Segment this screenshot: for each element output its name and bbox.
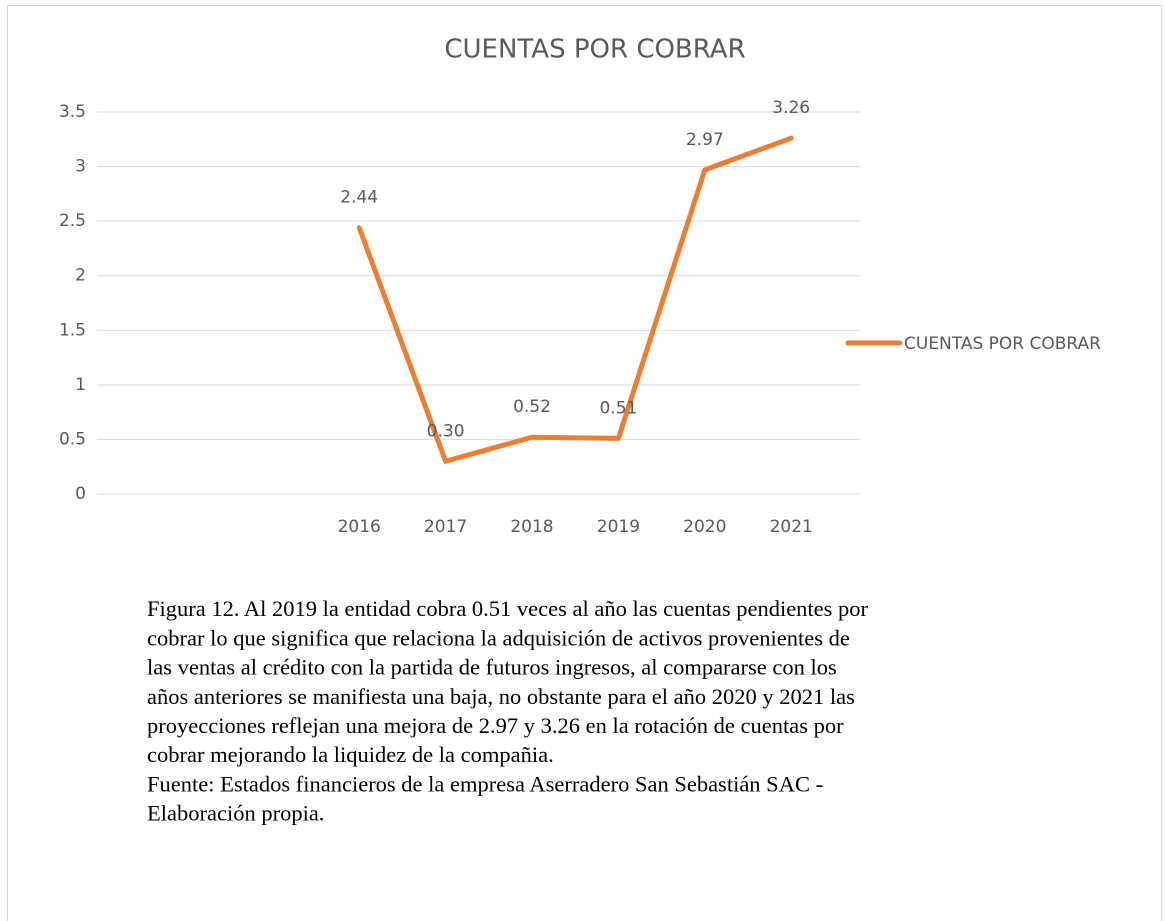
caption-line: años anteriores se manifiesta una baja, …	[147, 684, 855, 709]
x-tick-label: 2017	[424, 517, 467, 537]
data-label: 2.97	[686, 130, 724, 150]
y-tick-label: 3.5	[59, 102, 86, 122]
y-tick-label: 1.5	[59, 320, 86, 340]
legend-label: CUENTAS POR COBRAR	[904, 334, 1101, 354]
data-label: 2.44	[340, 188, 378, 208]
caption-line: cobrar lo que significa que relaciona la…	[147, 625, 850, 650]
y-tick-label: 0	[75, 484, 86, 504]
caption-line: Figura 12. Al 2019 la entidad cobra 0.51…	[147, 596, 869, 621]
x-tick-label: 2021	[770, 517, 813, 537]
chart-title: CUENTAS POR COBRAR	[444, 35, 745, 65]
y-tick-label: 0.5	[59, 429, 86, 449]
caption-line: cobrar mejorando la liquidez de la compa…	[147, 742, 554, 767]
caption-line: proyecciones reflejan una mejora de 2.97…	[147, 713, 844, 738]
data-label: 0.52	[513, 397, 551, 417]
x-tick-label: 2020	[683, 517, 726, 537]
chart-border	[7, 5, 1162, 921]
source-line: Elaboración propia.	[147, 801, 324, 826]
data-label: 0.30	[427, 421, 465, 441]
y-tick-label: 3	[75, 157, 86, 177]
series-line	[356, 135, 794, 464]
y-tick-label: 2.5	[59, 211, 86, 231]
caption-line: las ventas al crédito con la partida de …	[147, 655, 837, 680]
y-tick-label: 1	[75, 375, 86, 395]
x-tick-label: 2019	[597, 517, 640, 537]
y-tick-label: 2	[75, 266, 86, 286]
data-label: 3.26	[772, 98, 810, 118]
source-line: Fuente: Estados financieros de la empres…	[147, 771, 823, 796]
x-tick-label: 2016	[338, 517, 381, 537]
x-tick-label: 2018	[510, 517, 553, 537]
data-label: 0.51	[599, 398, 637, 418]
